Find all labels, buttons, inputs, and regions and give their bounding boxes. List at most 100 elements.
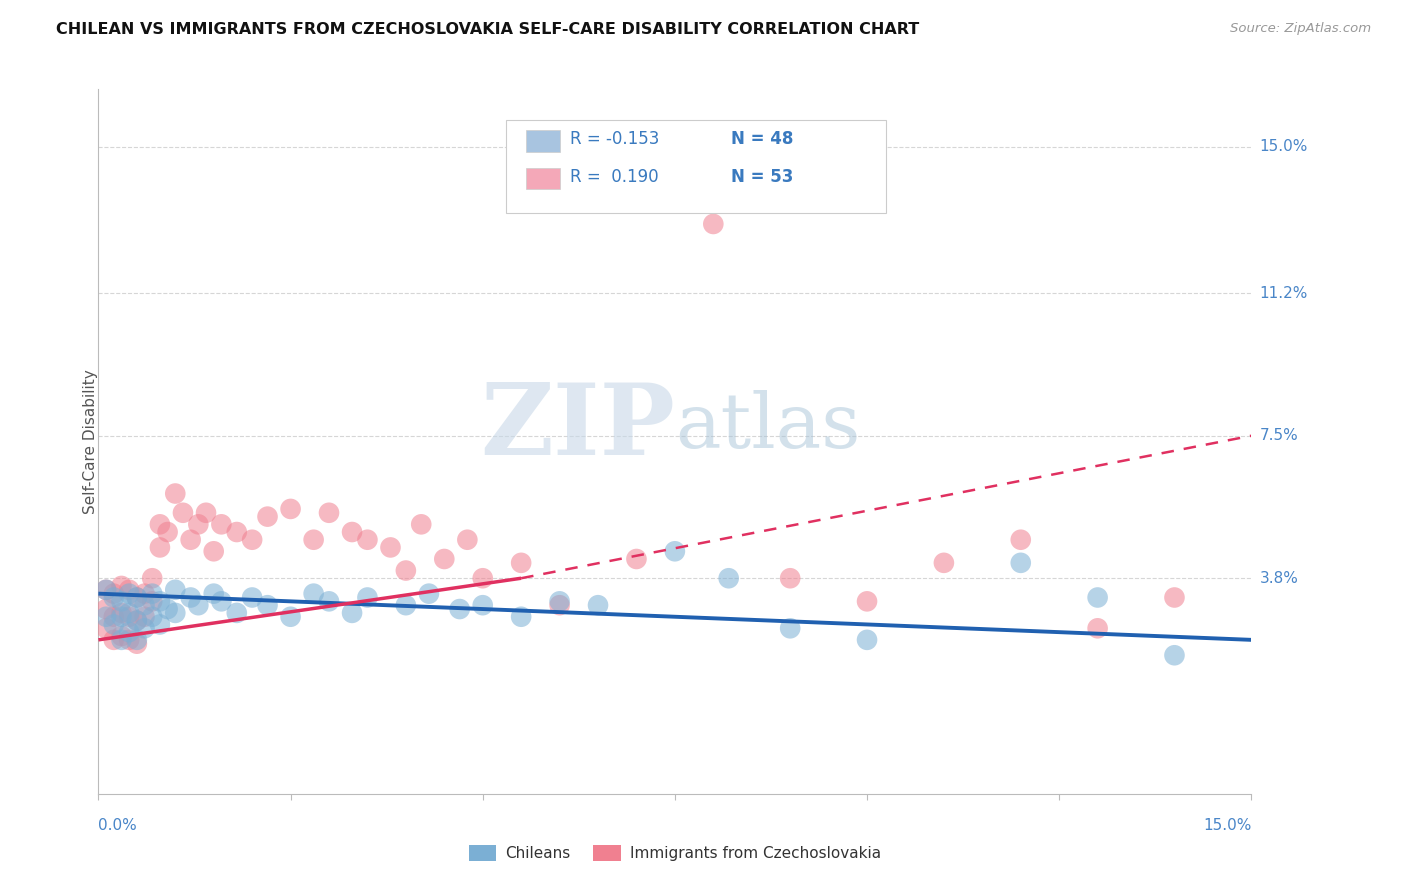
Point: [165, 486, 187, 500]
Text: 15.0%: 15.0%: [1204, 818, 1251, 832]
Point: [118, 632, 141, 647]
Point: [209, 517, 232, 532]
Point: [626, 552, 648, 566]
Text: 15.0%: 15.0%: [1260, 139, 1308, 154]
Point: [302, 533, 325, 547]
Point: [110, 606, 132, 620]
Point: [779, 571, 801, 585]
Text: N = 48: N = 48: [731, 130, 794, 148]
Y-axis label: Self-Care Disability: Self-Care Disability: [83, 369, 97, 514]
Point: [433, 552, 456, 566]
Point: [180, 533, 202, 547]
Text: 0.0%: 0.0%: [98, 818, 138, 832]
Point: [118, 587, 141, 601]
Point: [1163, 591, 1185, 605]
Point: [156, 602, 179, 616]
Point: [125, 614, 148, 628]
Point: [548, 594, 571, 608]
Point: [225, 524, 247, 539]
Point: [471, 571, 494, 585]
Point: [110, 632, 132, 647]
Point: [110, 594, 132, 608]
Point: [94, 582, 117, 597]
Point: [187, 517, 209, 532]
Point: [180, 591, 202, 605]
Point: [149, 594, 172, 608]
Point: [856, 594, 879, 608]
Point: [149, 541, 172, 555]
Point: [418, 587, 440, 601]
Text: R = -0.153: R = -0.153: [569, 130, 659, 148]
Point: [380, 541, 402, 555]
Text: N = 53: N = 53: [731, 168, 794, 186]
Point: [664, 544, 686, 558]
Point: [280, 502, 302, 516]
Text: CHILEAN VS IMMIGRANTS FROM CZECHOSLOVAKIA SELF-CARE DISABILITY CORRELATION CHART: CHILEAN VS IMMIGRANTS FROM CZECHOSLOVAKI…: [56, 22, 920, 37]
Point: [340, 524, 363, 539]
Point: [165, 606, 187, 620]
Point: [318, 506, 340, 520]
Point: [187, 598, 209, 612]
Point: [356, 533, 378, 547]
Point: [149, 517, 172, 532]
Point: [340, 606, 363, 620]
Point: [125, 591, 148, 605]
Point: [280, 609, 302, 624]
Point: [118, 582, 141, 597]
Point: [141, 594, 163, 608]
Text: 3.8%: 3.8%: [1260, 571, 1299, 586]
Point: [110, 629, 132, 643]
Point: [449, 602, 471, 616]
Text: ZIP: ZIP: [479, 379, 675, 476]
Point: [134, 621, 156, 635]
Legend: Chileans, Immigrants from Czechoslovakia: Chileans, Immigrants from Czechoslovakia: [463, 839, 887, 867]
Point: [125, 637, 148, 651]
Point: [256, 509, 278, 524]
Point: [510, 556, 533, 570]
Point: [318, 594, 340, 608]
Point: [118, 625, 141, 640]
Text: 11.2%: 11.2%: [1260, 285, 1308, 301]
Point: [103, 591, 125, 605]
Point: [103, 609, 125, 624]
Point: [586, 598, 609, 612]
Point: [125, 632, 148, 647]
Point: [702, 217, 724, 231]
Point: [141, 609, 163, 624]
Point: [225, 606, 247, 620]
Point: [856, 632, 879, 647]
Point: [1087, 621, 1109, 635]
Point: [94, 582, 117, 597]
Point: [125, 614, 148, 628]
Point: [1087, 591, 1109, 605]
Text: atlas: atlas: [675, 391, 860, 465]
Point: [302, 587, 325, 601]
Point: [134, 587, 156, 601]
Text: Source: ZipAtlas.com: Source: ZipAtlas.com: [1230, 22, 1371, 36]
Point: [134, 598, 156, 612]
Point: [141, 571, 163, 585]
Point: [103, 617, 125, 632]
Point: [165, 582, 187, 597]
Point: [103, 587, 125, 601]
Point: [118, 609, 141, 624]
Point: [202, 544, 225, 558]
Point: [240, 533, 263, 547]
Point: [548, 598, 571, 612]
Point: [395, 598, 418, 612]
Point: [240, 591, 263, 605]
Point: [110, 579, 132, 593]
Point: [118, 606, 141, 620]
Point: [717, 571, 740, 585]
Point: [779, 621, 801, 635]
Point: [209, 594, 232, 608]
Point: [456, 533, 478, 547]
Point: [125, 591, 148, 605]
Point: [195, 506, 218, 520]
Point: [156, 524, 179, 539]
Point: [1163, 648, 1185, 663]
Point: [94, 609, 117, 624]
Point: [356, 591, 378, 605]
Point: [1010, 533, 1032, 547]
Point: [510, 609, 533, 624]
